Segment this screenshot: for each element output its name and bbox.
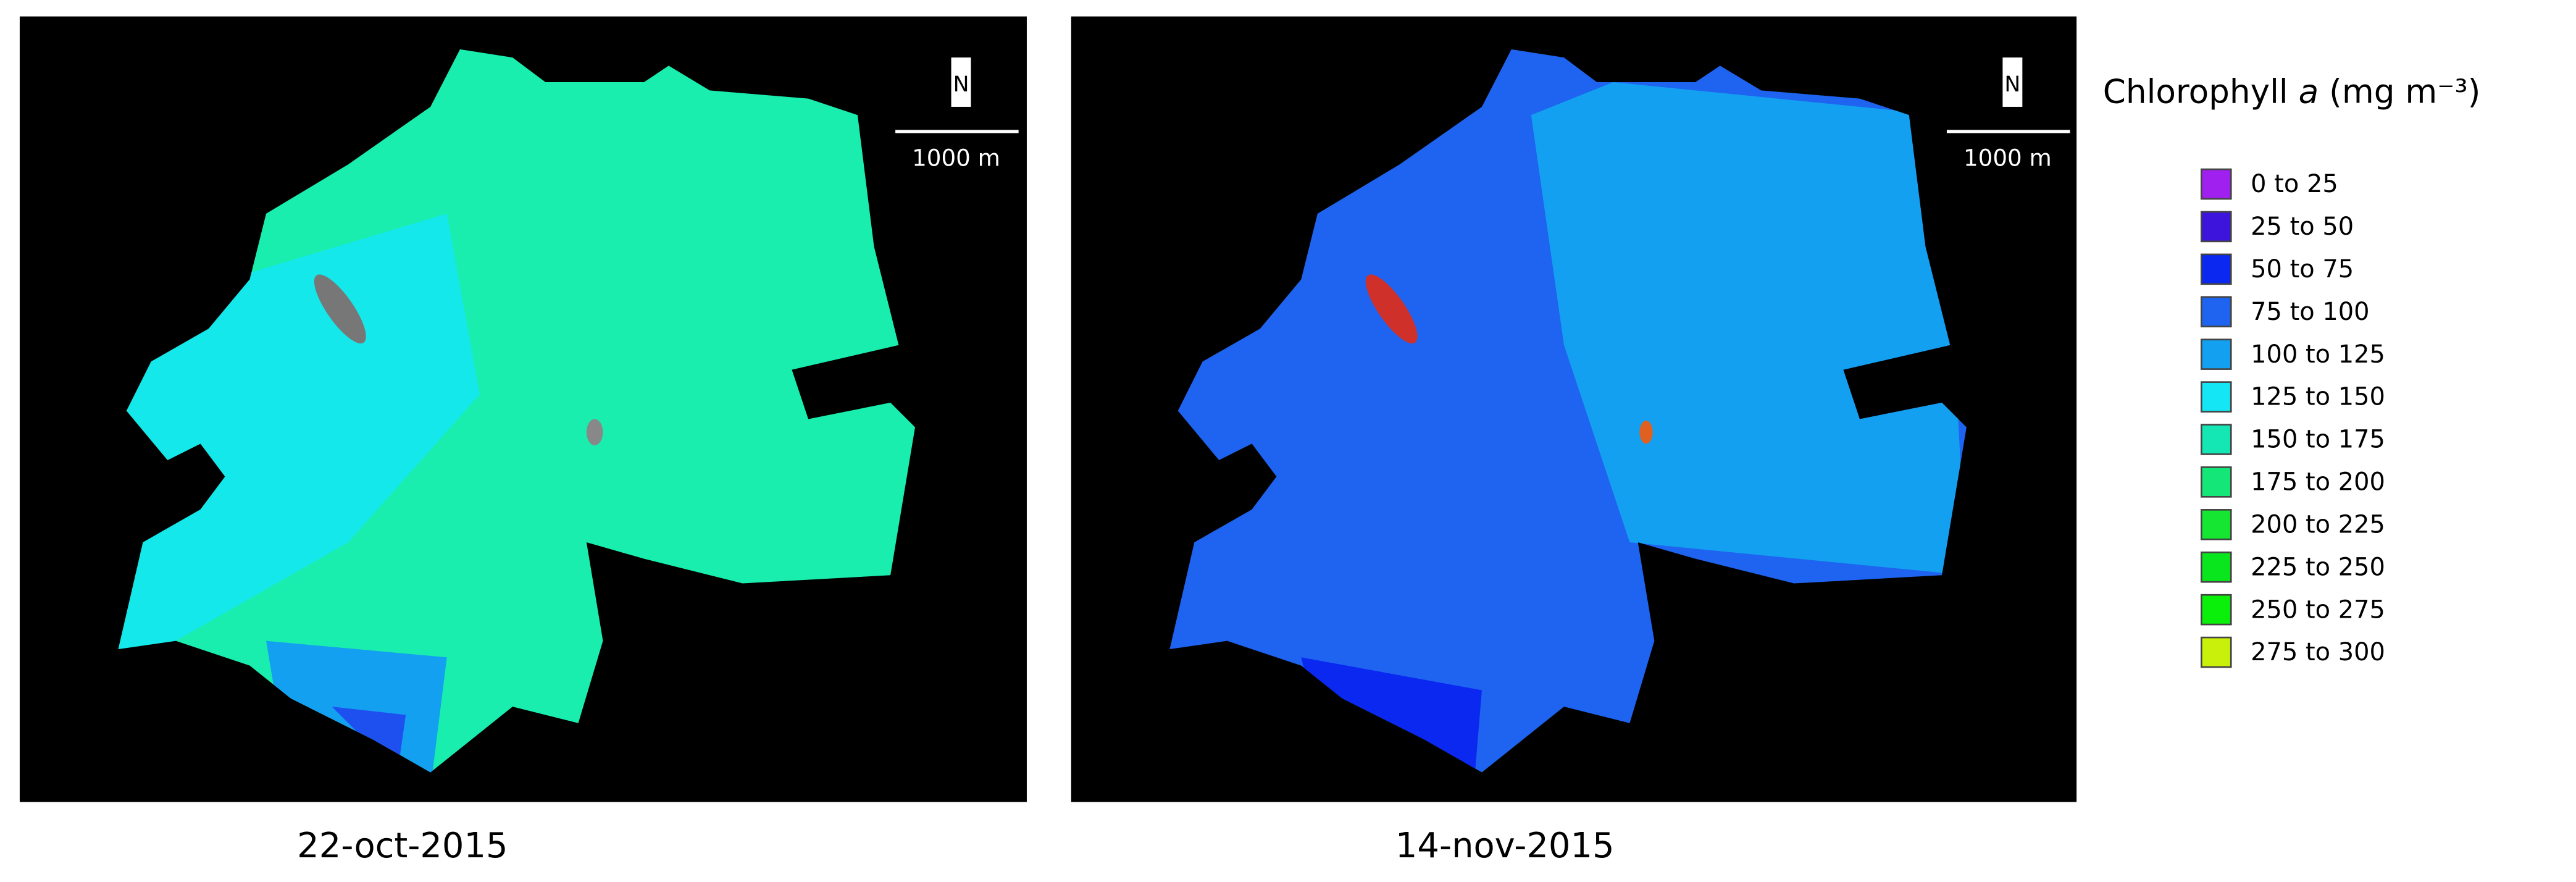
north-label: N: [2004, 72, 2020, 97]
legend-label: 200 to 225: [2251, 510, 2385, 539]
north-arrow: N: [951, 57, 971, 107]
legend-label: 100 to 125: [2251, 340, 2385, 369]
map-panel: N 1000 m: [1071, 16, 2077, 802]
legend-label: 175 to 200: [2251, 468, 2385, 497]
legend-label: 75 to 100: [2251, 298, 2369, 326]
legend-swatch: [2201, 338, 2232, 370]
panel-date: 22-oct-2015: [297, 826, 508, 866]
legend-swatch: [2201, 551, 2232, 583]
legend-label: 50 to 75: [2251, 255, 2354, 284]
legend-label: 0 to 25: [2251, 170, 2338, 198]
panel-date: 14-nov-2015: [1395, 826, 1615, 866]
legend-swatch: [2201, 211, 2232, 243]
legend-swatch: [2201, 509, 2232, 540]
legend-swatch: [2201, 594, 2232, 626]
legend-swatch: [2201, 168, 2232, 200]
legend-swatch: [2201, 253, 2232, 285]
legend-label: 25 to 50: [2251, 212, 2354, 241]
scale-label: 1000 m: [1963, 145, 2052, 172]
legend-title-text: Chlorophyll: [2103, 72, 2288, 111]
map-panel: N 1000 m: [19, 16, 1027, 802]
legend-swatch: [2201, 296, 2232, 328]
scale-label: 1000 m: [912, 145, 1000, 172]
north-label: N: [953, 72, 969, 97]
legend-label: 150 to 175: [2251, 426, 2385, 454]
legend-swatch: [2201, 381, 2232, 413]
north-arrow: N: [2002, 57, 2023, 107]
legend-label: 250 to 275: [2251, 595, 2385, 624]
legend-symbol: a: [2299, 72, 2319, 111]
legend-swatch: [2201, 424, 2232, 455]
legend-label: 225 to 250: [2251, 553, 2385, 581]
legend-swatch: [2201, 466, 2232, 498]
legend-label: 275 to 300: [2251, 638, 2385, 666]
legend-title: Chlorophyll a (mg m⁻³): [2103, 72, 2481, 111]
legend-label: 125 to 150: [2251, 383, 2385, 411]
legend: 0 to 25 25 to 50 50 to 75 75 to 100 100 to 1…: [2201, 168, 2385, 668]
legend-unit: (mg m⁻³): [2329, 72, 2480, 111]
legend-swatch: [2201, 636, 2232, 668]
